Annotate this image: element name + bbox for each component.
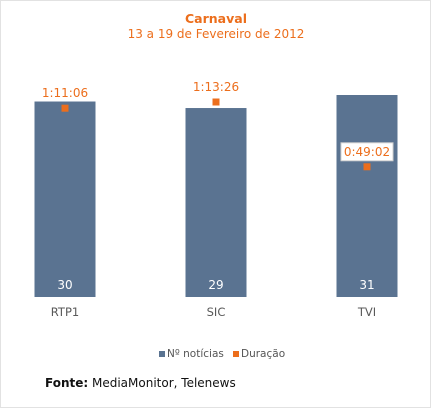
bar-rtp1: [34, 101, 96, 297]
legend-swatch-noticias: [159, 351, 165, 357]
duration-marker-sic: [212, 98, 220, 106]
duration-label-sic: 1:13:26: [193, 80, 239, 94]
legend-label-noticias: Nº notícias: [167, 348, 224, 360]
legend-swatch-duracao: [233, 351, 239, 357]
chart-subtitle: 13 a 19 de Fevereiro de 2012: [128, 27, 305, 41]
category-label-sic: SIC: [207, 305, 226, 319]
bars-group: 30 RTP1 1:11:06 29 SIC 1:13:26 31 TVI 0:49:02: [34, 80, 398, 319]
bar-tvi: [336, 95, 398, 297]
bar-value-sic: 29: [208, 278, 223, 292]
duration-marker-rtp1: [61, 104, 69, 112]
duration-label-rtp1: 1:11:06: [42, 86, 88, 100]
legend: Nº notícias Duração: [159, 348, 285, 360]
chart-title: Carnaval: [185, 11, 247, 26]
bar-value-rtp1: 30: [57, 278, 72, 292]
source-text: MediaMonitor, Telenews: [88, 376, 236, 390]
duration-label-box-tvi: [340, 142, 394, 162]
category-label-rtp1: RTP1: [51, 305, 79, 319]
duration-label-tvi: 0:49:02: [344, 145, 390, 159]
legend-label-duracao: Duração: [241, 348, 285, 360]
bar-sic: [185, 108, 247, 297]
source-note: Fonte: MediaMonitor, Telenews: [45, 376, 236, 390]
duration-marker-tvi: [363, 163, 371, 171]
source-label: Fonte:: [45, 376, 89, 390]
bar-value-tvi: 31: [359, 278, 374, 292]
category-label-tvi: TVI: [357, 305, 376, 319]
